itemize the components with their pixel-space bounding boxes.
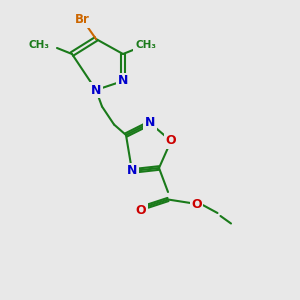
Text: O: O	[191, 197, 202, 211]
Text: CH₃: CH₃	[135, 40, 156, 50]
Text: N: N	[145, 116, 155, 130]
Text: N: N	[118, 74, 128, 88]
Text: O: O	[166, 134, 176, 148]
Text: Br: Br	[75, 13, 90, 26]
Text: CH₃: CH₃	[28, 40, 50, 50]
Text: N: N	[91, 83, 101, 97]
Text: O: O	[136, 204, 146, 217]
Text: N: N	[127, 164, 137, 178]
